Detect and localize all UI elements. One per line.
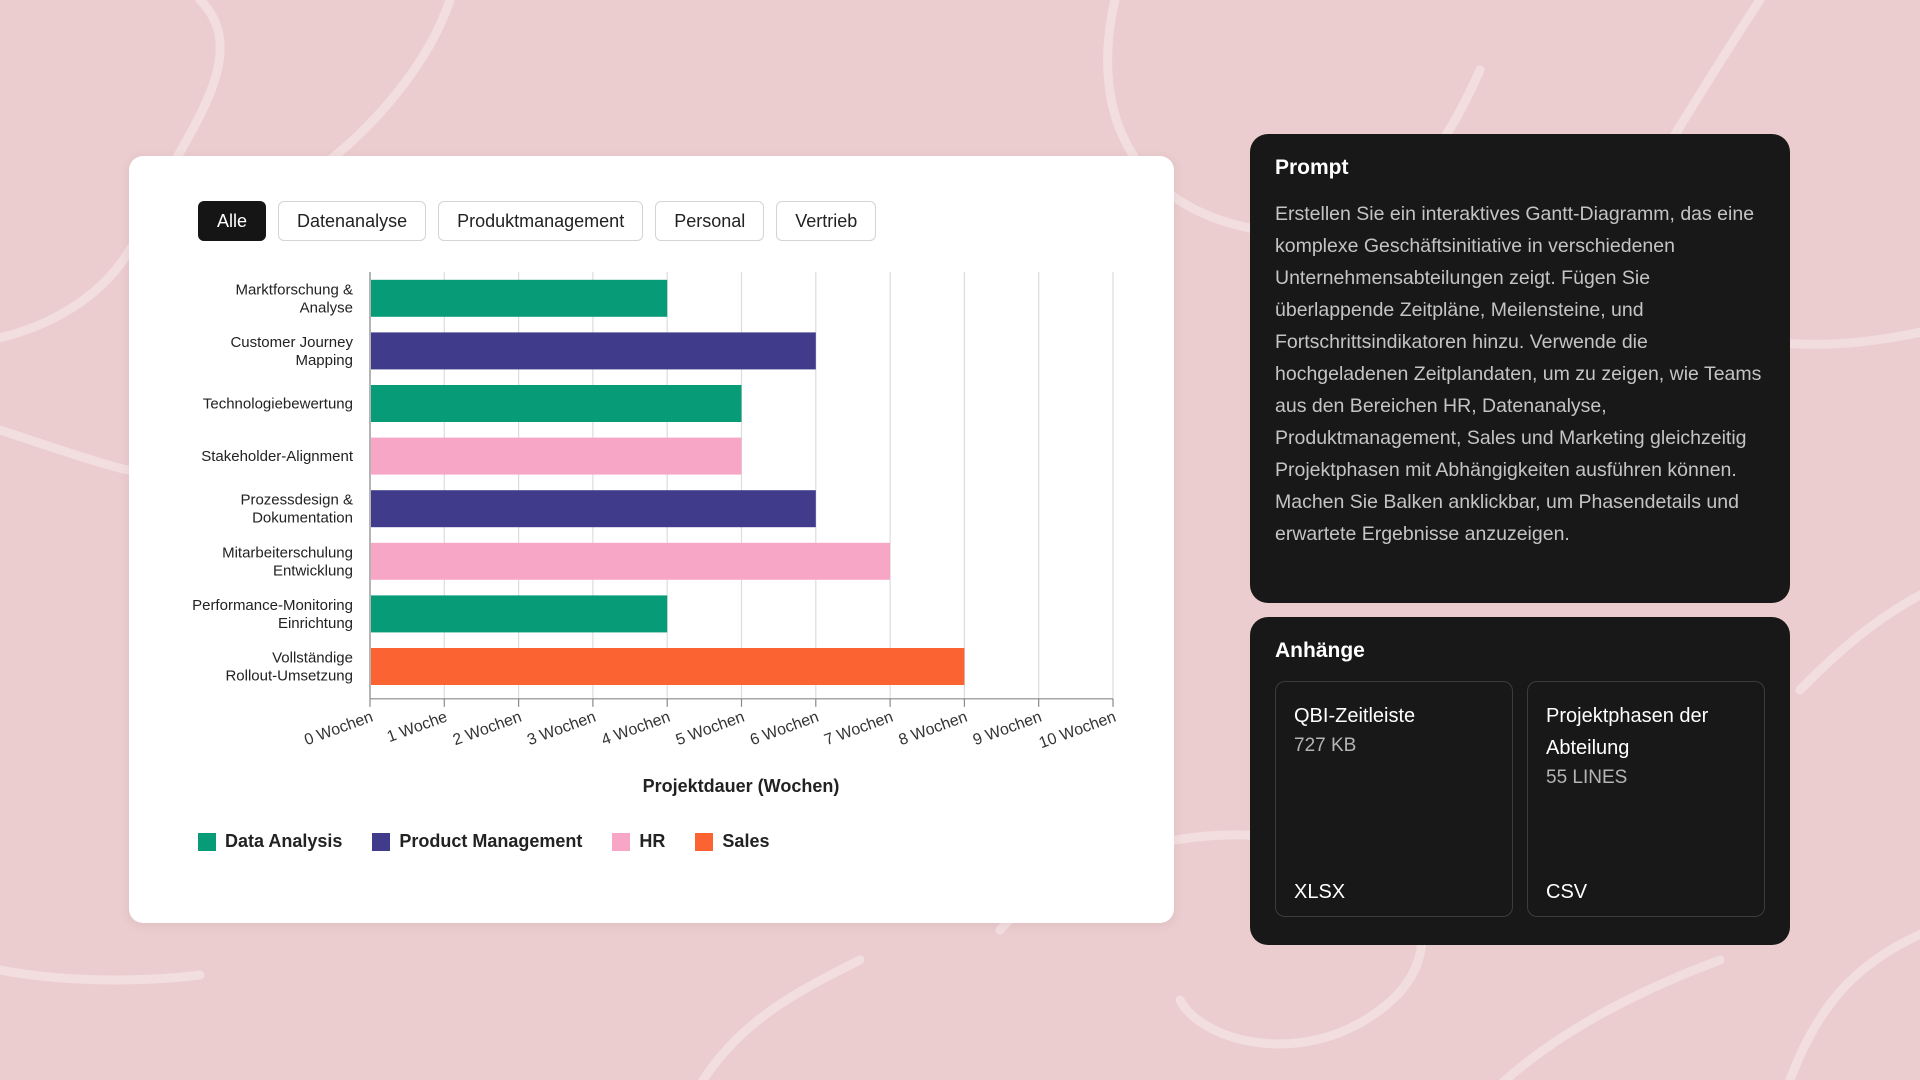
legend-item-data-analysis[interactable]: Data Analysis [198, 831, 342, 852]
gantt-bar[interactable]: Technologiebewertung: 5 [371, 385, 742, 422]
attachment-size: 55 LINES [1546, 767, 1628, 788]
filter-personal[interactable]: Personal [655, 201, 765, 241]
attachment-card[interactable]: Projektphasen der Abteilung 55 LINES CSV [1527, 681, 1765, 917]
legend-swatch-sales [695, 832, 714, 851]
x-tick-label: 10 Wochen [1037, 709, 1119, 753]
legend-label: Sales [722, 831, 770, 851]
legend-item-product-management[interactable]: Product Management [372, 831, 582, 852]
legend-swatch-data-analysis [198, 832, 216, 851]
attachment-card[interactable]: QBI-Zeitleiste 727 KB XLSX [1275, 681, 1513, 917]
attachment-name: Projektphasen der Abteilung [1546, 705, 1709, 759]
prompt-panel: Prompt Erstellen Sie ein interaktives Ga… [1250, 134, 1790, 603]
legend-label: Product Management [399, 831, 583, 851]
legend-label: HR [639, 831, 666, 851]
attachment-size: 727 KB [1294, 735, 1357, 756]
gantt-chart: Marktforschung & Analyse: 4 Customer Jour… [192, 272, 1119, 796]
filter-datenanalyse[interactable]: Datenanalyse [278, 201, 427, 241]
attachments-title: Anhänge [1275, 639, 1365, 662]
prompt-title: Prompt [1275, 156, 1349, 179]
x-tick-label: 2 Wochen [451, 709, 524, 750]
filter-alle[interactable]: Alle [198, 201, 267, 241]
legend-item-hr[interactable]: HR [612, 831, 665, 852]
legend-item-sales[interactable]: Sales [695, 831, 769, 852]
gantt-bar[interactable]: Stakeholder-Alignment: 5 [371, 437, 742, 475]
chart-card: Alle Datenanalyse Produktmanagement Pers… [129, 156, 1174, 923]
y-category-label: Performance-Monitoring Einrichtung [192, 597, 353, 632]
x-tick-label: 9 Wochen [971, 709, 1044, 750]
gantt-bar[interactable]: Customer Journey Mapping: 6 [371, 332, 816, 370]
attachments-list: QBI-Zeitleiste 727 KB XLSX Projektphasen… [1275, 681, 1765, 917]
x-tick-label: 1 Woche [385, 709, 450, 747]
x-tick-label: 3 Wochen [525, 709, 598, 750]
attachments-panel: Anhänge QBI-Zeitleiste 727 KB XLSX Proje… [1250, 617, 1790, 945]
y-category-label: Stakeholder-Alignment [201, 448, 354, 465]
attachment-type: CSV [1546, 881, 1588, 903]
y-category-label: Vollständige Rollout-Umsetzung [225, 650, 353, 685]
y-category-label: Customer Journey Mapping [230, 334, 353, 369]
x-tick-label: 0 Wochen [302, 709, 375, 750]
legend-swatch-product-management [372, 832, 391, 851]
chart-legend: Data Analysis Product Management HR Sale… [198, 831, 769, 852]
y-category-label: Mitarbeiterschulung Entwicklung [222, 544, 353, 579]
y-category-label: Prozessdesign & Dokumentation [240, 492, 353, 527]
filter-vertrieb[interactable]: Vertrieb [776, 201, 877, 241]
gantt-bar[interactable]: Marktforschung & Analyse: 4 [371, 279, 668, 317]
x-tick-label: 4 Wochen [599, 709, 672, 750]
gantt-bar[interactable]: Vollständige Rollout-Umsetzung: 8 [371, 648, 965, 685]
x-tick-label: 7 Wochen [822, 709, 895, 750]
y-category-label: Marktforschung & Analyse [235, 281, 353, 316]
prompt-text: Erstellen Sie ein interaktives Gantt-Dia… [1275, 203, 1762, 545]
x-tick-label: 5 Wochen [674, 709, 747, 750]
y-category-label: Technologiebewertung [203, 396, 353, 413]
gantt-bar[interactable]: Prozessdesign & Dokumentation: 6 [371, 490, 816, 528]
filter-produktmanagement[interactable]: Produktmanagement [438, 201, 644, 241]
gantt-bar[interactable]: Mitarbeiterschulung Entwicklung: 7 [371, 542, 891, 580]
x-tick-label: 6 Wochen [748, 709, 821, 750]
x-tick-label: 8 Wochen [897, 709, 970, 750]
legend-swatch-hr [612, 832, 631, 851]
filter-tabs: Alle Datenanalyse Produktmanagement Pers… [198, 201, 877, 241]
attachment-type: XLSX [1294, 881, 1346, 903]
legend-label: Data Analysis [225, 831, 343, 851]
attachment-name: QBI-Zeitleiste [1294, 705, 1416, 727]
gantt-bar[interactable]: Performance-Monitoring Einrichtung: 4 [371, 595, 668, 633]
x-axis-title: Projektdauer (Wochen) [643, 776, 840, 796]
